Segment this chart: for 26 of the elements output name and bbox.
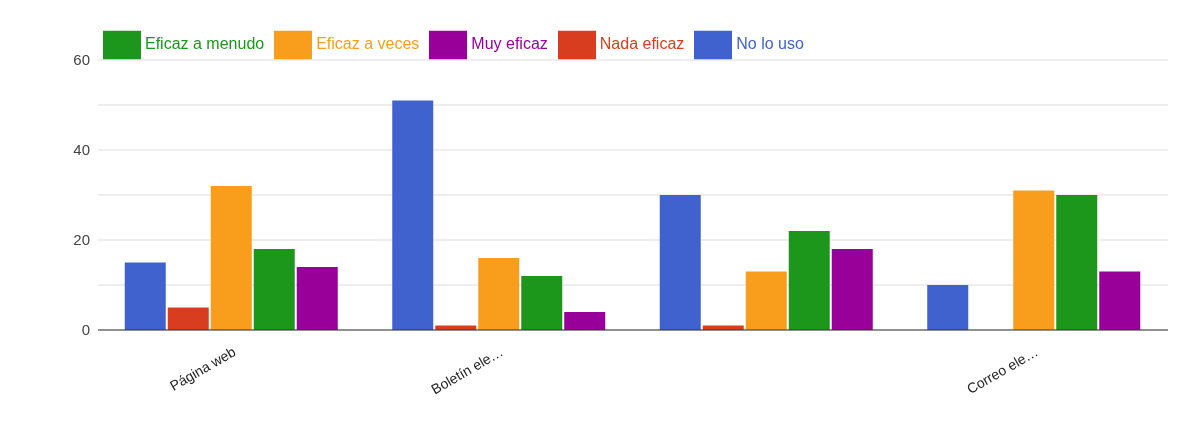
bar — [1013, 190, 1055, 330]
bar — [927, 285, 969, 330]
bar — [478, 258, 520, 330]
bar — [167, 307, 209, 330]
y-tick-label: 20 — [73, 231, 90, 249]
bar — [564, 312, 606, 330]
bar — [124, 262, 166, 330]
y-tick-label: 60 — [73, 51, 90, 69]
y-tick-label: 40 — [73, 141, 90, 159]
bar — [745, 271, 787, 330]
bar — [1099, 271, 1141, 330]
legend-label: Eficaz a veces — [316, 35, 420, 53]
bar — [392, 100, 434, 330]
bar — [521, 276, 563, 330]
bar — [788, 231, 830, 330]
legend-label: Eficaz a menudo — [145, 35, 265, 53]
legend-label: Nada eficaz — [599, 35, 685, 53]
legend-label: No lo uso — [736, 35, 804, 53]
bar — [659, 195, 701, 330]
bar — [210, 186, 252, 330]
y-tick-label: 0 — [81, 321, 90, 339]
bar — [831, 249, 873, 330]
bar — [296, 267, 338, 330]
bar — [253, 249, 295, 330]
legend-label: Muy eficaz — [471, 35, 548, 53]
bar — [1056, 195, 1098, 330]
